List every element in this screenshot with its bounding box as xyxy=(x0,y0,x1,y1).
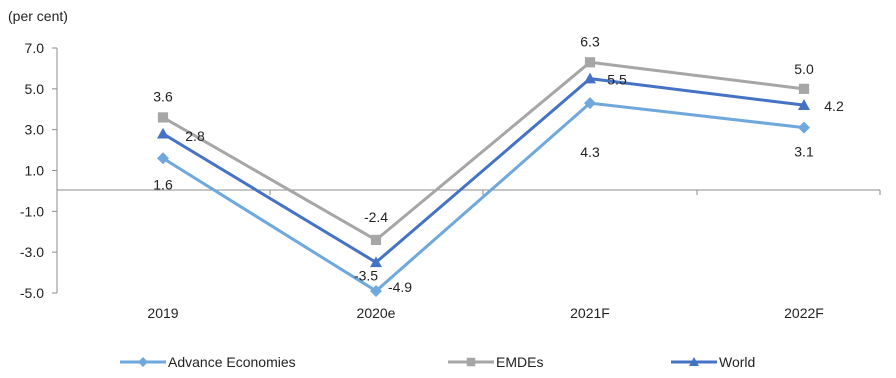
data-point xyxy=(584,97,596,110)
y-axis-ticks: 7.0 5.0 3.0 1.0 -1.0 -3.0 -5.0 xyxy=(20,40,57,301)
series-emdes: 3.6 -2.4 6.3 5.0 xyxy=(153,33,814,246)
y-tick-label: 1.0 xyxy=(25,163,45,179)
y-tick-label: 7.0 xyxy=(25,40,45,56)
legend-label: Advance Economies xyxy=(168,354,296,370)
data-label: 3.1 xyxy=(794,144,814,160)
data-point xyxy=(157,152,169,165)
data-point xyxy=(370,284,382,297)
data-label: 4.3 xyxy=(580,144,600,160)
legend-marker xyxy=(138,357,148,367)
legend-marker xyxy=(689,357,699,366)
data-point xyxy=(584,72,596,84)
data-label: 3.6 xyxy=(153,88,173,104)
series-world: 2.8 -3.5 5.5 4.2 xyxy=(157,72,844,283)
series-line xyxy=(162,101,805,293)
y-tick-label: -5.0 xyxy=(20,285,44,301)
data-label: 2.8 xyxy=(185,128,205,144)
data-point xyxy=(370,256,382,268)
y-tick-label: -1.0 xyxy=(20,203,44,219)
data-label: -3.5 xyxy=(354,267,378,283)
series-advance-economies: 1.6 -4.9 4.3 3.1 xyxy=(153,97,814,297)
series-line xyxy=(162,60,805,242)
legend: Advance Economies EMDEs World xyxy=(120,354,755,370)
data-point xyxy=(798,99,810,110)
legend-label: EMDEs xyxy=(496,354,543,370)
x-axis-ticks: 2019 2020e 2021F 2022F xyxy=(147,190,881,321)
y-tick-label: -3.0 xyxy=(20,244,44,260)
data-point xyxy=(584,57,596,68)
y-tick-label: 3.0 xyxy=(25,122,45,138)
data-label: -2.4 xyxy=(364,209,388,225)
data-point xyxy=(798,83,810,94)
data-point xyxy=(798,121,810,134)
data-point xyxy=(157,127,169,139)
data-point xyxy=(370,234,382,246)
y-tick-label: 5.0 xyxy=(25,81,45,97)
unit-label: (per cent) xyxy=(8,8,68,24)
data-label: 4.2 xyxy=(824,98,844,114)
data-label: 5.0 xyxy=(794,61,814,77)
series-layer: 1.6 -4.9 4.3 3.1 3.6 -2.4 6.3 5.0 2.8 -3.5 5.5 4.2 xyxy=(153,33,844,297)
x-tick-label: 2021F xyxy=(570,305,610,321)
data-label: 1.6 xyxy=(153,176,173,192)
legend-marker xyxy=(466,357,476,367)
legend-item: World xyxy=(671,354,755,370)
legend-label: World xyxy=(719,354,755,370)
legend-item: EMDEs xyxy=(448,354,543,370)
legend-item: Advance Economies xyxy=(120,354,296,370)
x-tick-label: 2022F xyxy=(784,305,824,321)
data-point xyxy=(157,112,169,123)
series-line xyxy=(162,77,805,264)
x-tick-label: 2020e xyxy=(357,305,396,321)
data-label: 5.5 xyxy=(607,72,627,88)
data-label: -4.9 xyxy=(388,279,412,295)
data-label: 6.3 xyxy=(580,33,600,49)
x-tick-label: 2019 xyxy=(147,305,178,321)
